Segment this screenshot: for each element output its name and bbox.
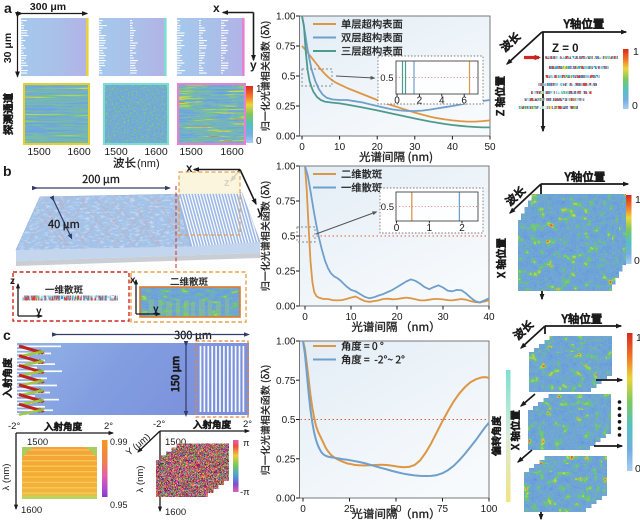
svg-text:30: 30 — [409, 142, 421, 153]
svg-text:25: 25 — [344, 504, 356, 515]
svg-text:1500: 1500 — [27, 437, 48, 448]
svg-text:-2°: -2° — [153, 419, 165, 430]
svg-text:0.00: 0.00 — [276, 132, 296, 143]
svg-text:1600: 1600 — [21, 505, 42, 516]
svg-text:(nm): (nm) — [137, 158, 160, 170]
svg-text:x: x — [186, 163, 193, 175]
svg-text:2°: 2° — [243, 419, 252, 430]
svg-text:10: 10 — [334, 142, 346, 153]
svg-text:z: z — [10, 276, 15, 287]
svg-text:1: 1 — [427, 223, 433, 234]
svg-text:0: 0 — [394, 223, 400, 234]
svg-text:0: 0 — [300, 504, 306, 515]
svg-text:1500: 1500 — [104, 146, 128, 158]
svg-text:2: 2 — [417, 96, 423, 107]
svg-text:λ (nm): λ (nm) — [135, 466, 146, 493]
svg-text:4: 4 — [439, 96, 445, 107]
svg-text:0.95: 0.95 — [110, 500, 128, 510]
svg-text:100: 100 — [481, 504, 498, 515]
svg-text:1: 1 — [256, 84, 262, 95]
svg-text:λ (nm): λ (nm) — [1, 464, 12, 491]
svg-text:0.75: 0.75 — [276, 376, 296, 387]
svg-text:y: y — [153, 304, 159, 315]
svg-text:1.00: 1.00 — [276, 162, 296, 173]
svg-text:6: 6 — [461, 96, 467, 107]
svg-text:x: x — [213, 1, 220, 15]
svg-text:1500: 1500 — [179, 146, 203, 158]
svg-text:0: 0 — [394, 96, 400, 107]
svg-text:0.5: 0.5 — [282, 232, 296, 243]
svg-text:0: 0 — [299, 142, 305, 153]
svg-text:1: 1 — [636, 332, 640, 344]
svg-text:0.99: 0.99 — [110, 437, 128, 447]
svg-text:75: 75 — [437, 504, 449, 515]
svg-text:y: y — [250, 58, 257, 72]
svg-text:0: 0 — [632, 100, 638, 112]
svg-text:0.75: 0.75 — [276, 197, 296, 208]
svg-text:40: 40 — [483, 312, 495, 323]
svg-text:x: x — [130, 275, 136, 286]
svg-text:y: y — [36, 306, 42, 317]
svg-text:0.00: 0.00 — [276, 302, 296, 313]
svg-text:30 μm: 30 μm — [2, 33, 14, 63]
svg-text:0: 0 — [635, 463, 640, 475]
svg-text:40: 40 — [447, 142, 459, 153]
svg-text:-π: -π — [240, 487, 250, 498]
svg-text:50: 50 — [484, 142, 496, 153]
svg-text:0.5: 0.5 — [282, 72, 296, 83]
svg-text:20: 20 — [372, 142, 384, 153]
svg-text:1.00: 1.00 — [276, 12, 296, 23]
svg-text:1.00: 1.00 — [276, 337, 296, 348]
svg-text:1500: 1500 — [27, 146, 51, 158]
svg-text:a: a — [4, 0, 12, 16]
svg-text:1: 1 — [635, 194, 640, 206]
svg-text:300 μm: 300 μm — [30, 1, 66, 13]
svg-text:1600: 1600 — [165, 507, 186, 518]
svg-text:0.5: 0.5 — [381, 202, 394, 213]
svg-text:0.25: 0.25 — [276, 267, 296, 278]
svg-text:1600: 1600 — [67, 146, 91, 158]
svg-text:-2°: -2° — [8, 421, 20, 432]
svg-text:30: 30 — [437, 312, 449, 323]
svg-text:Z = 0: Z = 0 — [552, 43, 579, 55]
svg-text:20: 20 — [391, 312, 403, 323]
svg-text:2°: 2° — [104, 421, 113, 432]
svg-text:π: π — [243, 438, 250, 449]
svg-text:0.25: 0.25 — [276, 454, 296, 465]
svg-text:1600: 1600 — [220, 146, 244, 158]
svg-text:b: b — [3, 163, 12, 179]
svg-text:2: 2 — [459, 223, 465, 234]
svg-text:0: 0 — [302, 312, 308, 323]
svg-text:0: 0 — [634, 255, 640, 267]
svg-text:0.5: 0.5 — [380, 73, 393, 84]
svg-text:y: y — [257, 206, 264, 218]
svg-text:1: 1 — [633, 46, 639, 58]
svg-text:0.5: 0.5 — [282, 415, 296, 426]
svg-text:10: 10 — [345, 312, 357, 323]
svg-text:c: c — [3, 327, 11, 343]
svg-text:1600: 1600 — [144, 146, 168, 158]
svg-text:0.25: 0.25 — [276, 102, 296, 113]
svg-text:0.00: 0.00 — [276, 494, 296, 505]
svg-text:1500: 1500 — [165, 437, 186, 448]
svg-text:0.75: 0.75 — [276, 42, 296, 53]
svg-text:0: 0 — [256, 136, 262, 147]
